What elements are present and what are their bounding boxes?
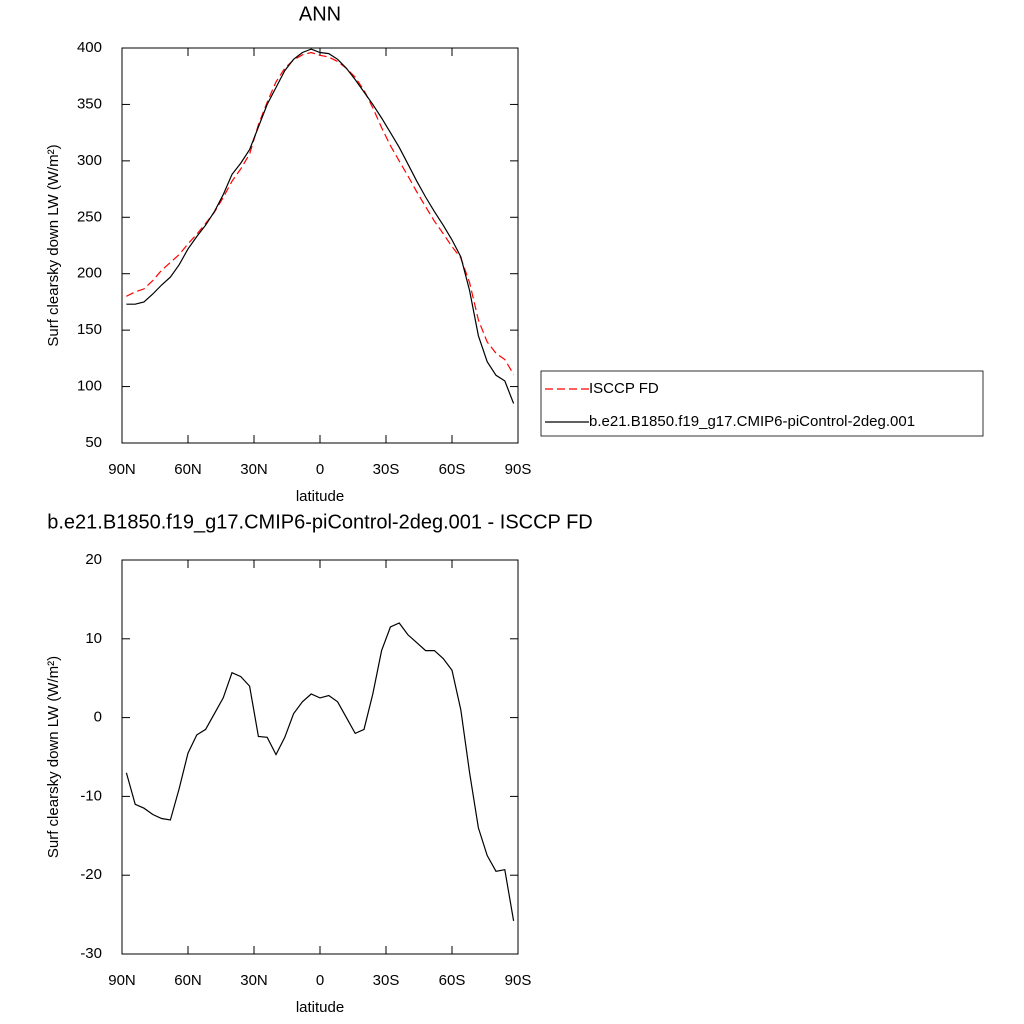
y-tick-label: -20 (80, 866, 102, 883)
legend-label: b.e21.B1850.f19_g17.CMIP6-piControl-2deg… (589, 413, 915, 430)
plot-frame (121, 47, 519, 444)
y-tick-label: 0 (94, 709, 102, 726)
y-tick-label: 300 (77, 152, 102, 169)
data-line (126, 48, 515, 404)
y-tick-label: 10 (85, 630, 102, 647)
x-tick-label: 30N (240, 972, 268, 989)
x-tick-label: 90N (108, 972, 136, 989)
x-tick-label: 60S (439, 972, 466, 989)
x-axis-label: latitude (296, 999, 344, 1016)
y-axis-label: Surf clearsky down LW (W/m²) (45, 144, 62, 346)
legend-box (540, 370, 984, 437)
y-tick-label: 50 (85, 434, 102, 451)
chart-title: ANN (299, 3, 341, 25)
y-tick-label: -10 (80, 787, 102, 804)
x-tick-label: 0 (316, 972, 324, 989)
x-tick-label: 90S (505, 972, 532, 989)
legend-label: ISCCP FD (589, 380, 659, 397)
plot-frame (121, 559, 519, 955)
x-tick-label: 30N (240, 461, 268, 478)
data-line (125, 622, 515, 922)
x-tick-label: 90N (108, 461, 136, 478)
x-tick-label: 60S (439, 461, 466, 478)
y-axis-label: Surf clearsky down LW (W/m²) (45, 656, 62, 858)
x-tick-label: 30S (373, 972, 400, 989)
x-tick-label: 60N (174, 972, 202, 989)
y-tick-label: 200 (77, 265, 102, 282)
y-tick-label: 100 (77, 378, 102, 395)
x-tick-label: 90S (505, 461, 532, 478)
x-axis-label: latitude (296, 488, 344, 505)
y-tick-label: -30 (80, 945, 102, 962)
x-tick-label: 30S (373, 461, 400, 478)
x-tick-label: 60N (174, 461, 202, 478)
y-tick-label: 150 (77, 321, 102, 338)
x-tick-label: 0 (316, 461, 324, 478)
data-line (126, 51, 515, 375)
y-tick-label: 350 (77, 95, 102, 112)
y-tick-label: 20 (85, 551, 102, 568)
chart-title: b.e21.B1850.f19_g17.CMIP6-piControl-2deg… (47, 511, 593, 533)
y-tick-label: 400 (77, 39, 102, 56)
y-tick-label: 250 (77, 208, 102, 225)
